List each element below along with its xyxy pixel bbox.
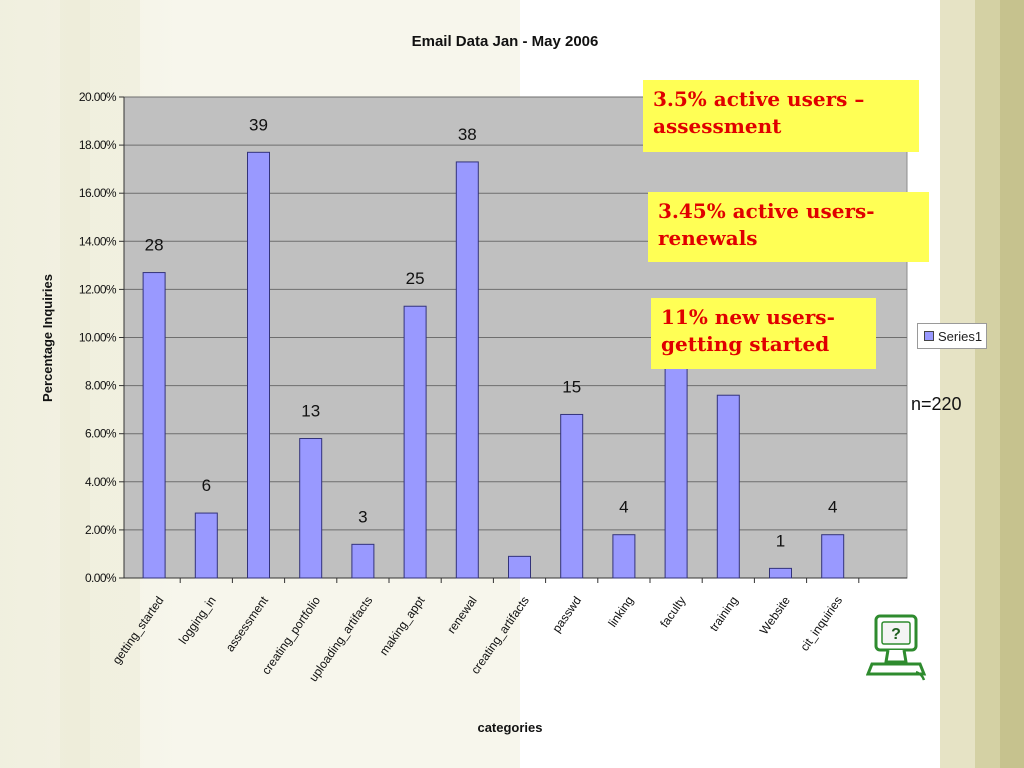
y-tick-label: 4.00%: [85, 475, 117, 489]
bar: [508, 555, 531, 579]
data-label: 15: [562, 377, 581, 396]
monitor-screen: [881, 621, 911, 645]
bar: [455, 161, 479, 579]
y-tick-label: 14.00%: [79, 234, 117, 248]
mouse-cable: [915, 670, 926, 681]
legend-entry: Series1: [938, 328, 983, 344]
bar: [769, 567, 792, 579]
bar: [194, 512, 218, 579]
x-tick-label: Website: [757, 593, 793, 637]
computer-question-icon[interactable]: ?: [866, 612, 928, 682]
callout-getting-started: 11% new users-getting started: [651, 298, 876, 369]
sample-size-label: n=220: [911, 394, 962, 414]
x-tick-label: passwd: [549, 594, 584, 635]
callout-renewals: 3.45% active users-renewals: [648, 192, 929, 262]
chart-legend: Series1: [917, 323, 987, 349]
data-label: 38: [458, 125, 477, 144]
bar: [247, 151, 270, 579]
callout-assessment: 3.5% active users – assessment: [643, 80, 919, 152]
data-label: 1: [776, 531, 785, 550]
x-tick-label: assessment: [223, 593, 272, 654]
data-label: 25: [406, 269, 425, 288]
x-tick-label: renewal: [444, 594, 480, 636]
y-tick-label: 20.00%: [79, 90, 117, 104]
question-mark: ?: [891, 626, 901, 643]
bar: [612, 534, 636, 579]
y-tick-label: 10.00%: [79, 331, 117, 345]
x-tick-label: making_appt: [377, 593, 428, 658]
bar: [664, 363, 688, 579]
y-tick-label: 6.00%: [85, 427, 117, 441]
data-label: 4: [828, 498, 837, 517]
chart-title: Email Data Jan - May 2006: [412, 33, 599, 50]
bar: [716, 394, 740, 579]
x-tick-label: creating_artifacts: [468, 594, 532, 677]
x-tick-label: cit_inquiries: [797, 594, 845, 654]
bar: [351, 543, 375, 579]
y-tick-label: 8.00%: [85, 379, 117, 393]
keyboard: [866, 662, 927, 676]
x-axis-label: categories: [477, 720, 542, 735]
y-tick-label: 0.00%: [85, 571, 117, 585]
x-tick-label: logging_in: [176, 594, 219, 647]
x-tick-label: faculty: [657, 594, 688, 630]
x-tick-label: linking: [605, 594, 636, 630]
bar: [821, 534, 845, 579]
y-tick-label: 2.00%: [85, 523, 117, 537]
legend-swatch: [924, 331, 934, 341]
bar: [142, 272, 166, 579]
data-label: 4: [619, 498, 628, 517]
data-label: 13: [301, 402, 320, 421]
y-tick-label: 18.00%: [79, 138, 117, 152]
data-label: 6: [202, 476, 211, 495]
data-label: 28: [145, 236, 164, 255]
bar: [560, 413, 584, 579]
monitor-stand: [884, 649, 908, 664]
y-tick-label: 16.00%: [79, 186, 117, 200]
data-label: 3: [358, 507, 367, 526]
y-axis-label: Percentage Inquiries: [40, 274, 55, 402]
bar: [403, 305, 427, 579]
data-label: 39: [249, 115, 268, 134]
x-tick-label: getting_started: [110, 594, 167, 667]
y-tick-label: 12.00%: [79, 282, 117, 296]
bar: [299, 438, 323, 579]
x-tick-label: training: [707, 594, 741, 634]
